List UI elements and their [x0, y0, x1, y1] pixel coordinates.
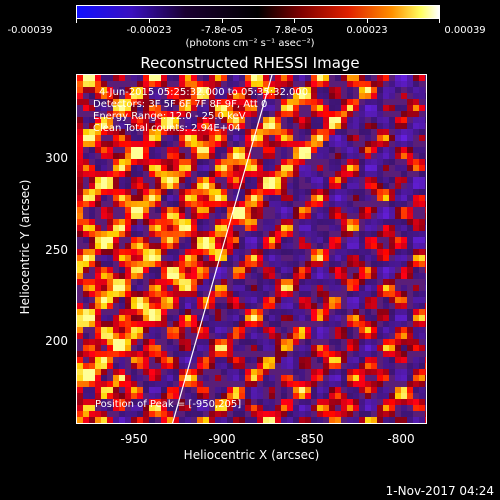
x-axis-label: Heliocentric X (arcsec)	[183, 448, 320, 462]
y-tick: 200	[45, 334, 68, 348]
x-tick: -950	[120, 432, 148, 446]
colorbar-label: 0.00039	[444, 25, 486, 36]
x-tick: -800	[387, 432, 415, 446]
rhessi-image: 4-Jun-2015 05:25:32.000 to 05:35:32.000 …	[76, 74, 427, 424]
footer-timestamp: 1-Nov-2017 04:24	[385, 484, 494, 498]
y-tick: 250	[45, 243, 68, 257]
heatmap	[77, 75, 426, 423]
colorbar-label: -7.8e-05	[201, 25, 243, 36]
colorbar-label: 7.8e-05	[274, 25, 314, 36]
colorbar-units: (photons cm⁻² s⁻¹ asec⁻²)	[185, 38, 315, 49]
energy-range: Energy Range: 12.0 - 25.0 keV	[93, 111, 246, 122]
colorbar	[76, 5, 440, 19]
colorbar-label: -0.00023	[126, 25, 172, 36]
peak-position: Position of Peak = [-950,205]	[95, 399, 242, 410]
y-axis-label: Heliocentric Y (arcsec)	[18, 179, 32, 315]
time-range: 4-Jun-2015 05:25:32.000 to 05:35:32.000	[99, 87, 309, 98]
solar-limb-line	[171, 75, 273, 423]
image-title: Reconstructed RHESSI Image	[140, 54, 360, 72]
detectors-info: Detectors: 3F 5F 6F 7F 8F 9F, Att 0	[93, 99, 268, 110]
y-tick: 300	[45, 151, 68, 165]
clean-info: Clean Total counts: 2.94E+04	[93, 123, 241, 134]
x-tick: -900	[208, 432, 236, 446]
x-tick: -850	[296, 432, 324, 446]
colorbar-label: 0.00023	[346, 25, 388, 36]
colorbar-label: -0.00039	[7, 25, 53, 36]
